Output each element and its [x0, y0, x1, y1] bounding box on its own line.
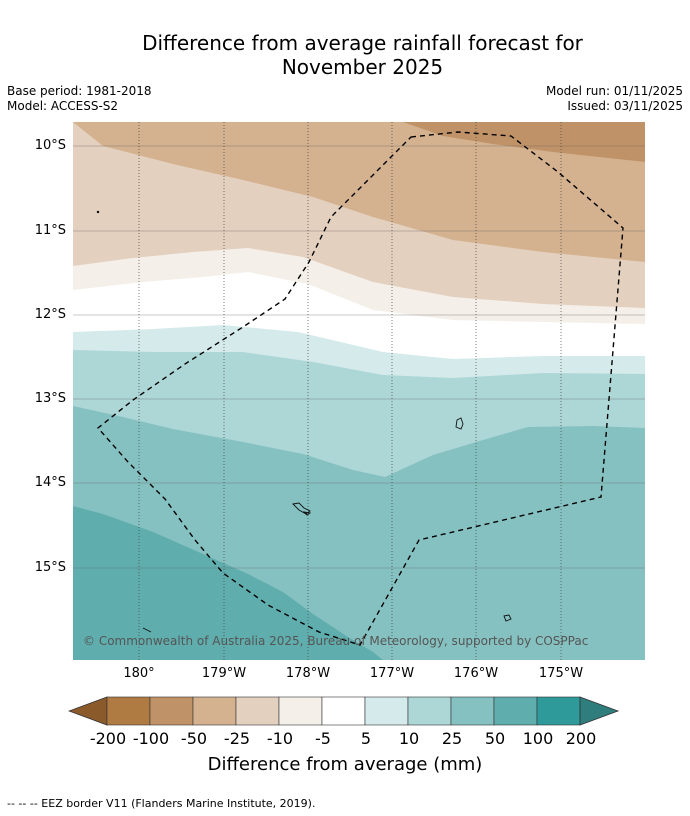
colorbar-cell-3 [235, 696, 280, 726]
lon-label-179w: 179°W [201, 666, 247, 681]
cb-label-11: 200 [565, 729, 597, 748]
issued-date: Issued: 03/11/2025 [567, 99, 683, 113]
island-central [292, 502, 311, 515]
island-northwest [96, 210, 100, 214]
colorbar-cell-8 [450, 696, 495, 726]
colorbar-cells [68, 696, 620, 726]
lon-label-175w: 175°W [538, 666, 584, 681]
lat-label-10s: 10°S [34, 138, 66, 153]
colorbar-title: Difference from average (mm) [207, 754, 483, 775]
rainfall-map [73, 122, 645, 660]
colorbar-cell-10 [536, 696, 581, 726]
colorbar-cell-6 [364, 696, 409, 726]
colorbar-cell-1 [149, 696, 194, 726]
cb-label-4: -10 [266, 729, 294, 748]
lon-label-178w: 178°W [285, 666, 331, 681]
gridlines [73, 145, 645, 569]
cb-label-8: 25 [441, 729, 463, 748]
colorbar-cell-0 [106, 696, 151, 726]
lat-label-12s: 12°S [34, 307, 66, 322]
islands [96, 210, 512, 633]
cb-label-7: 10 [398, 729, 420, 748]
title-line-2: November 2025 [281, 55, 444, 79]
eez-border [96, 131, 624, 646]
lon-label-180: 180° [123, 666, 155, 681]
title-line-1: Difference from average rainfall forecas… [142, 31, 583, 55]
lat-label-11s: 11°S [34, 223, 66, 238]
cb-label-0: -200 [89, 729, 127, 748]
lon-label-177w: 177°W [369, 666, 415, 681]
map-title: Difference from average rainfall forecas… [0, 31, 690, 79]
eez-footnote: -- -- -- EEZ border V11 (Flanders Marine… [7, 797, 316, 810]
cb-label-2: -50 [180, 729, 208, 748]
cb-label-6: 5 [360, 729, 372, 748]
island-southwest [142, 627, 152, 633]
meta-left: Base period: 1981-2018 Model: ACCESS-S2 [7, 84, 152, 114]
model-name: Model: ACCESS-S2 [7, 99, 119, 113]
colorbar-extend-low [68, 696, 108, 726]
base-period: Base period: 1981-2018 [7, 84, 152, 98]
colorbar-cell-5 [321, 696, 366, 726]
meta-right: Model run: 01/11/2025 Issued: 03/11/2025 [546, 84, 683, 114]
island-east [455, 417, 464, 430]
cb-label-3: -25 [223, 729, 251, 748]
cb-label-10: 100 [522, 729, 554, 748]
colorbar-cell-4 [278, 696, 323, 726]
colorbar-extend-high [579, 696, 620, 726]
band-teal [73, 506, 383, 660]
colorbar-cell-2 [192, 696, 237, 726]
cb-label-5: -5 [315, 729, 331, 748]
colorbar [68, 696, 620, 726]
lat-label-15s: 15°S [34, 560, 66, 575]
model-run: Model run: 01/11/2025 [545, 84, 683, 98]
colorbar-cell-7 [407, 696, 452, 726]
island-central-small [302, 511, 312, 516]
lat-label-14s: 14°S [34, 475, 66, 490]
lat-label-13s: 13°S [34, 391, 66, 406]
lon-label-176w: 176°W [453, 666, 499, 681]
copyright-notice: © Commonwealth of Australia 2025, Bureau… [83, 634, 589, 648]
cb-label-9: 50 [484, 729, 506, 748]
cb-label-1: -100 [132, 729, 170, 748]
colorbar-cell-9 [493, 696, 538, 726]
island-southeast [503, 614, 512, 622]
